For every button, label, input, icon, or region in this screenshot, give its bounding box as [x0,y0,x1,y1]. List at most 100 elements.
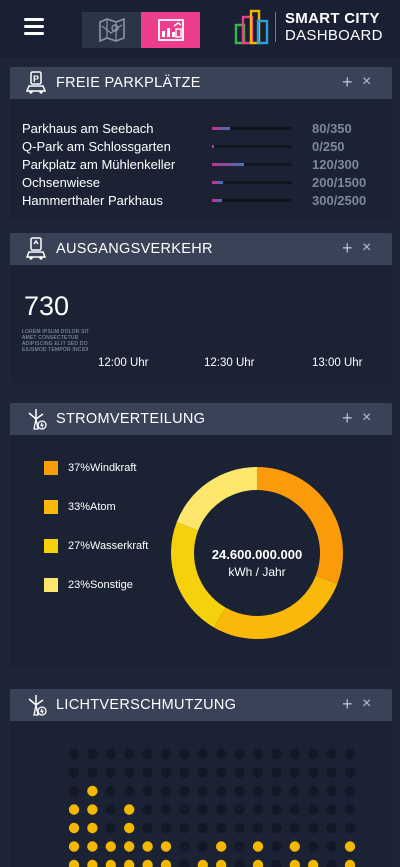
parking-bar-fill [212,163,244,166]
light-dot [68,767,80,778]
panel-title: STROMVERTEILUNG [56,411,206,427]
light-dot [87,767,98,778]
light-dot [252,748,264,760]
light-dot [216,804,227,815]
panel-header: STROMVERTEILUNG + × [10,403,392,435]
light-dot-active [124,804,135,815]
light-dot [271,767,282,778]
light-dot [197,804,208,815]
light-dot [289,785,300,797]
legend-percent: 23% [68,579,91,591]
close-icon[interactable]: × [362,695,372,712]
city-logo-icon [234,9,269,45]
parking-row[interactable]: Q-Park am Schlossgarten 0/250 [22,139,382,155]
light-dot-active [197,859,208,867]
light-dot [160,767,172,778]
light-dot [179,767,190,778]
light-dot-active [68,804,80,815]
light-dot-active [160,859,172,867]
light-dot [105,785,116,797]
legend-item: 33% Atom [44,500,184,516]
donut-slice [171,522,226,628]
light-dot-active [68,841,80,852]
legend-swatch [44,461,58,475]
light-dot [68,785,80,797]
light-dot [216,785,227,797]
light-dot-active [87,822,98,834]
light-dot [160,785,172,797]
close-icon[interactable]: × [362,409,372,426]
light-icon [28,695,47,716]
light-dot [252,804,264,815]
light-dot-active [216,859,227,867]
parking-value: 120/300 [312,157,359,172]
light-dot [216,767,227,778]
light-dot-active [142,841,153,852]
map-icon [98,17,125,43]
parking-row[interactable]: Ochsenwiese 200/1500 [22,175,382,191]
parking-bar-track [212,199,292,202]
light-dot-active [124,822,135,834]
parking-bar-fill [212,145,214,148]
brand-line1: SMART CITY [285,10,380,27]
light-dot [216,748,227,760]
parking-icon: P [25,71,47,94]
light-dot [197,841,208,852]
light-dot-active [68,859,80,867]
close-icon[interactable]: × [362,239,372,256]
add-icon[interactable]: + [342,408,353,428]
light-dot-active [87,859,98,867]
light-dot [234,785,245,797]
light-dot [105,804,116,815]
parking-bar-track [212,127,292,130]
light-dot-active [124,859,135,867]
add-icon[interactable]: + [342,238,353,258]
power-panel: STROMVERTEILUNG + × 37% Windkraft 33% Atom 2… [10,403,392,668]
parking-bar-track [212,163,292,166]
parking-bar-fill [212,127,231,130]
light-dot-active [344,859,356,867]
legend-swatch [44,539,58,553]
light-dot-active [68,822,80,834]
light-dot [344,785,356,797]
time-label: 12:00 Uhr [98,357,149,369]
panel-title: LICHTVERSCHMUTZUNG [56,697,237,713]
light-dot [142,804,153,815]
light-dot [160,748,172,760]
light-dot [124,785,135,797]
add-icon[interactable]: + [342,694,353,714]
tab-map[interactable] [82,12,141,48]
light-dot [252,785,264,797]
light-dot-active [308,859,319,867]
light-dot [179,748,190,760]
parking-row[interactable]: Hammerthaler Parkhaus 300/2500 [22,193,382,209]
light-dot-active [87,785,98,797]
legend-label: Sonstige [90,579,133,591]
parking-row[interactable]: Parkplatz am Mühlenkeller 120/300 [22,157,382,173]
legend-swatch [44,578,58,592]
light-dot [308,785,319,797]
light-dot [326,804,337,815]
tab-dashboard[interactable] [141,12,200,48]
light-dot [271,804,282,815]
light-dot-active [87,804,98,815]
power-unit: kWh / Jahr [228,565,286,579]
close-icon[interactable]: × [362,73,372,90]
legend-item: 23% Sonstige [44,578,184,594]
parking-row[interactable]: Parkhaus am Seebach 80/350 [22,121,382,137]
power-donut-chart [171,467,343,639]
light-dot-active [216,841,227,852]
add-icon[interactable]: + [342,72,353,92]
light-dot [308,841,319,852]
light-dot [124,767,135,778]
light-dot [308,767,319,778]
light-dot [216,822,227,834]
light-dot [142,822,153,834]
light-dot [234,822,245,834]
hamburger-icon[interactable] [24,18,44,36]
parking-name: Hammerthaler Parkhaus [22,193,163,208]
light-dot [160,822,172,834]
dashboard-icon [157,19,184,41]
parking-value: 200/1500 [312,175,367,190]
light-dot [179,859,190,867]
